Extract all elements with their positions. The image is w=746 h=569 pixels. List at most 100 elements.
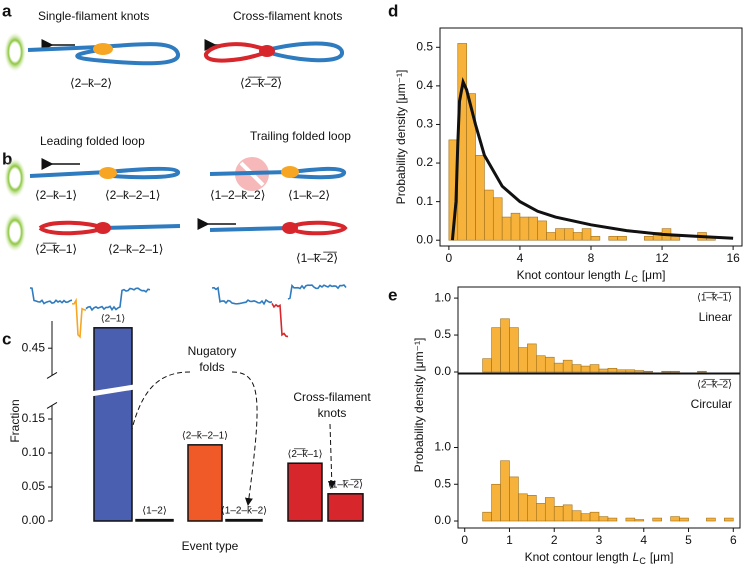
bar — [518, 347, 528, 373]
bar — [492, 197, 503, 241]
fit-curve — [450, 77, 734, 241]
bar — [518, 493, 528, 522]
panel-label: a — [2, 1, 12, 20]
filament — [204, 42, 268, 63]
axis-break — [46, 401, 58, 409]
bar — [509, 327, 519, 373]
bar — [572, 232, 583, 241]
y-tick-label: 0.45 — [22, 340, 46, 354]
panel-label: e — [388, 285, 397, 304]
annotation: ⟨1̅–̅k̅–̅1̅⟩ — [697, 292, 732, 304]
x-label-part: [μm] — [642, 268, 666, 282]
bar — [625, 517, 636, 522]
annotation-arrow — [231, 371, 258, 506]
panel-b: Leading folded loop Trailing folded loop… — [4, 129, 351, 339]
x-tick-label: 4 — [640, 533, 647, 547]
bar — [571, 364, 582, 373]
bar — [634, 370, 645, 373]
x-tick-label: 0 — [461, 533, 468, 547]
bar — [670, 516, 680, 522]
bar-label: ⟨2̅–̅k̅–1⟩ — [287, 448, 322, 460]
filament — [209, 226, 291, 232]
bar — [327, 493, 364, 522]
y-tick-label: 0.1 — [416, 194, 433, 208]
bar — [537, 220, 547, 241]
bar — [580, 513, 591, 522]
filament — [288, 220, 348, 236]
annotation: Nugatory — [188, 344, 237, 358]
bar — [555, 228, 565, 241]
trace — [85, 287, 151, 312]
bar — [553, 506, 564, 522]
knot — [281, 166, 299, 178]
knot — [259, 45, 275, 57]
bar — [501, 216, 512, 241]
knot-label: ⟨1–k̄–2⟩ — [288, 188, 330, 202]
bar — [564, 228, 574, 241]
y-tick-label: 1.0 — [434, 290, 451, 304]
bar — [482, 358, 492, 373]
bar-label: ⟨1–k̅–̅2̅⟩ — [328, 478, 363, 490]
diagram-title: Single-filament knots — [38, 9, 149, 23]
x-label-part: [μm] — [650, 550, 674, 564]
bar — [500, 460, 510, 522]
x-label-part: C — [639, 556, 646, 566]
bar — [527, 343, 537, 373]
bar — [643, 370, 654, 373]
y-tick-label: 0.4 — [416, 78, 433, 92]
axis-break — [46, 371, 58, 379]
break-gap — [87, 383, 139, 397]
bar — [562, 504, 573, 522]
knot — [99, 167, 117, 179]
y-tick-label: 1.0 — [434, 440, 451, 454]
annotation: Linear — [699, 310, 732, 324]
bar — [500, 318, 510, 373]
x-tick-label: 8 — [588, 251, 595, 265]
x-label-part: Knot contour length — [517, 268, 621, 282]
y-tick-label: 0.05 — [22, 479, 46, 493]
bar — [482, 511, 492, 522]
x-label-part: L — [625, 268, 632, 282]
annotation: knots — [318, 406, 347, 420]
bar-label: ⟨1–2⟩ — [142, 505, 167, 516]
diagram-title: Cross-filament knots — [233, 9, 342, 23]
x-tick-label: 3 — [596, 533, 603, 547]
bar — [187, 444, 223, 522]
x-tick-label: 16 — [726, 251, 740, 265]
bead — [4, 32, 26, 72]
y-tick-label: 0.0 — [416, 232, 433, 246]
diagram-title: Leading folded loop — [40, 134, 145, 148]
x-label-part: Knot contour length — [525, 550, 629, 564]
bar — [589, 511, 600, 522]
panel-a: Single-filament knots Cross-filament kno… — [4, 9, 344, 90]
bar — [544, 497, 555, 522]
bar — [652, 517, 662, 522]
annotation: ⟨2̅–̅k̅–̅2̅⟩ — [697, 379, 732, 391]
y-label: Probability density [μm⁻¹] — [412, 338, 426, 473]
y-tick-label: 0.3 — [416, 117, 433, 131]
bar — [598, 516, 609, 522]
bar — [589, 364, 600, 373]
bar — [491, 483, 501, 522]
y-tick-label: 0.0 — [434, 364, 451, 378]
bar — [661, 370, 671, 373]
bar — [625, 369, 636, 373]
bar — [607, 368, 618, 373]
bead — [4, 158, 26, 198]
bar — [634, 519, 645, 522]
knot — [93, 43, 113, 55]
y-label: Fraction — [8, 399, 22, 442]
bar — [643, 236, 654, 241]
knot-label: ⟨1–k̅–̅2̅⟩ — [296, 251, 338, 265]
bar-label: ⟨2–k̄–2–1⟩ — [182, 430, 228, 441]
knot-label: ⟨2–k̄–2–1⟩ — [105, 188, 160, 202]
y-tick-label: 0.5 — [434, 327, 451, 341]
bar — [553, 362, 564, 373]
bar — [509, 476, 519, 522]
x-tick-label: 2 — [551, 533, 558, 547]
bar — [580, 365, 591, 373]
bar — [546, 232, 556, 241]
bar — [607, 517, 618, 522]
bar — [536, 503, 546, 522]
